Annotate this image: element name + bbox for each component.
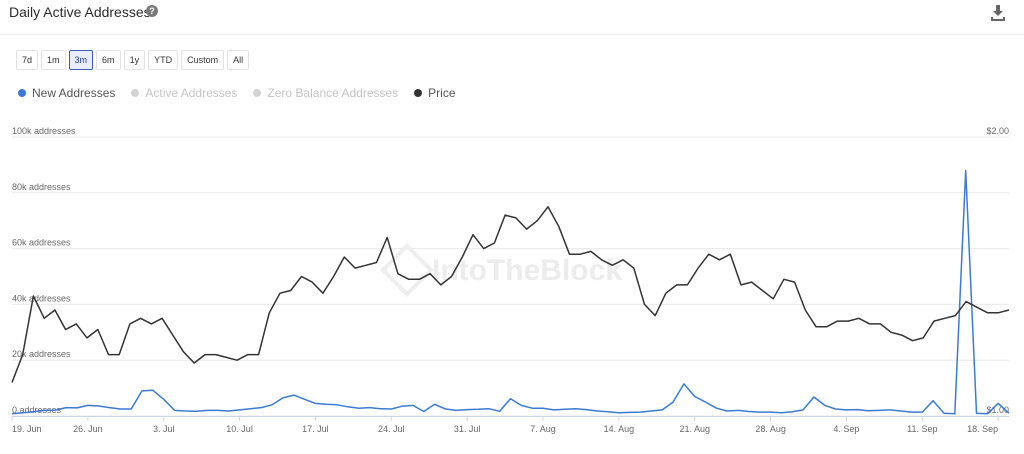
legend-dot-zero-balance-addresses [253,89,262,97]
watermark: IntoTheBlock [380,243,622,297]
download-icon[interactable] [990,4,1006,22]
y-axis-left: 0 addresses 20k addresses 40k addresses 60k… [12,126,76,415]
legend-label: New Addresses [32,86,116,100]
x-tick-label: 17. Jul [302,424,329,434]
y-right-tick-label: $2.00 [986,126,1009,136]
series-line-price [11,206,1010,383]
range-button-7d[interactable]: 7d [16,50,39,70]
y-left-tick-label: 80k addresses [12,182,71,192]
range-button-ytd[interactable]: YTD [148,50,179,70]
chart-title: Daily Active Addresses [9,4,151,20]
range-button-3m[interactable]: 3m [68,50,94,70]
range-button-custom[interactable]: Custom [181,50,225,70]
legend-label: Active Addresses [145,86,238,100]
x-axis: 19. Jun 26. Jun 3. Jul 10. Jul 17. Jul 24. Ju… [11,416,1009,434]
legend-dot-new-addresses [18,89,26,97]
question-icon[interactable]: ? [146,5,158,17]
series-lines [11,169,1010,415]
range-button-6m[interactable]: 6m [96,50,121,70]
x-tick-label: 11. Sep [907,424,937,434]
y-left-tick-label: 100k addresses [12,126,76,136]
x-tick-label: 21. Aug [679,424,710,434]
y-left-tick-label: 40k addresses [12,293,71,303]
time-range-selector: 7d 1m 3m 6m 1y YTD Custom All [16,50,250,70]
x-tick-label: 31. Jul [454,424,481,434]
x-tick-label: 7. Aug [530,424,556,434]
legend-item-active-addresses[interactable]: Active Addresses [131,86,237,100]
watermark-text: IntoTheBlock [432,254,622,287]
x-tick-label: 10. Jul [226,424,253,434]
series-line-new-addresses [11,169,1010,415]
y-right-tick-label: $1.00 [986,405,1009,415]
x-tick-label: 24. Jul [378,424,405,434]
y-axis-right: $1.00 $2.00 [986,126,1009,415]
range-button-all[interactable]: All [227,50,250,70]
legend-item-zero-balance-addresses[interactable]: Zero Balance Addresses [253,86,398,100]
x-tick-label: 4. Sep [833,424,859,434]
chart-plot-area: IntoTheBlock 0 addresses 20k addresses 40k… [11,126,1010,434]
legend-dot-price [414,89,423,97]
legend-item-new-addresses[interactable]: New Addresses [18,86,115,100]
x-tick-label: 28. Aug [755,424,786,434]
legend-item-price[interactable]: Price [414,86,456,100]
legend-label: Zero Balance Addresses [267,86,399,100]
legend-label: Price [428,86,456,100]
y-left-tick-label: 20k addresses [12,349,71,359]
y-left-tick-label: 0 addresses [12,405,62,415]
x-tick-label: 19. Jun [12,424,42,434]
y-left-tick-label: 60k addresses [12,238,71,248]
range-button-1m[interactable]: 1m [41,50,66,70]
range-button-1y[interactable]: 1y [123,50,146,70]
legend-dot-active-addresses [131,89,140,97]
chart-legend: New Addresses Active Addresses Zero Bala… [18,86,456,100]
x-tick-label: 14. Aug [604,424,635,434]
x-tick-label: 18. Sep [967,424,998,434]
chart-header: Daily Active Addresses ? [0,0,1024,35]
x-tick-label: 26. Jun [73,424,103,434]
x-tick-label: 3. Jul [153,424,175,434]
